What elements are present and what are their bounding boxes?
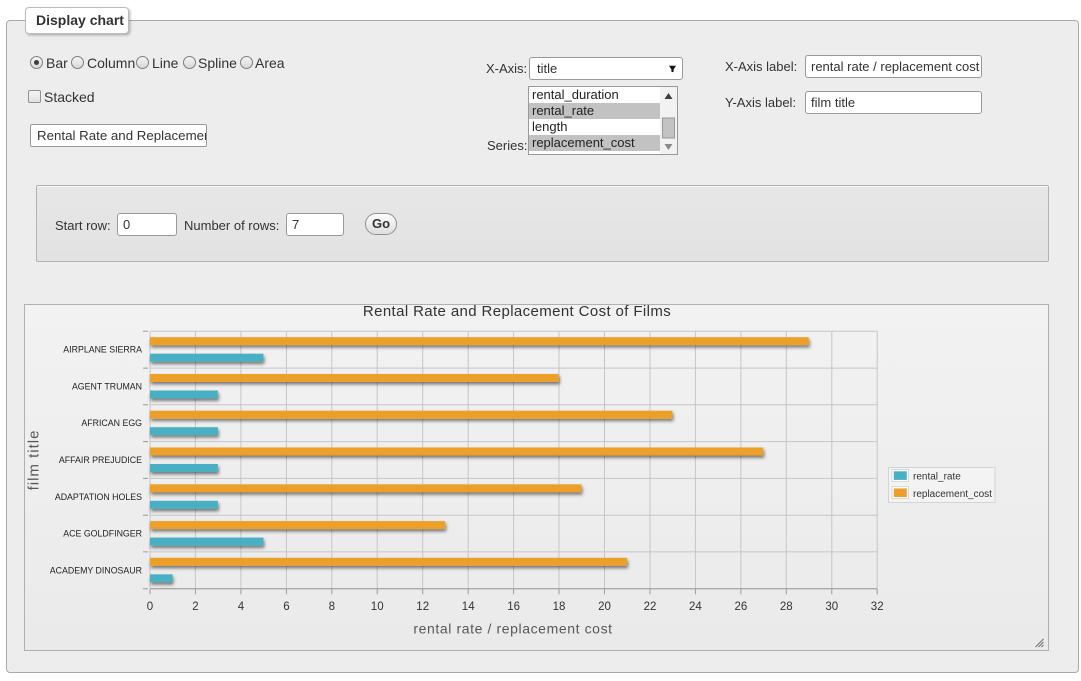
svg-text:Rental Rate and Replacement Co: Rental Rate and Replacement Cost of Film… — [363, 305, 671, 320]
svg-text:0: 0 — [147, 601, 153, 613]
svg-text:30: 30 — [825, 601, 838, 613]
svg-text:rental_rate: rental_rate — [913, 472, 961, 483]
svg-text:2: 2 — [192, 601, 198, 613]
svg-text:8: 8 — [329, 601, 335, 613]
svg-text:4: 4 — [238, 601, 245, 613]
svg-text:24: 24 — [689, 601, 702, 613]
svg-text:ACADEMY DINOSAUR: ACADEMY DINOSAUR — [50, 565, 142, 575]
svg-text:26: 26 — [735, 601, 748, 613]
svg-text:AGENT TRUMAN: AGENT TRUMAN — [72, 382, 142, 392]
svg-text:ACE GOLDFINGER: ACE GOLDFINGER — [63, 529, 142, 539]
svg-text:16: 16 — [507, 601, 520, 613]
svg-text:32: 32 — [871, 601, 884, 613]
svg-text:6: 6 — [283, 601, 289, 613]
svg-text:10: 10 — [371, 601, 384, 613]
svg-text:rental rate / replacement cost: rental rate / replacement cost — [413, 621, 612, 637]
svg-text:14: 14 — [462, 601, 475, 613]
svg-text:12: 12 — [416, 601, 429, 613]
svg-text:film title: film title — [26, 430, 43, 491]
svg-text:20: 20 — [598, 601, 611, 613]
svg-text:AFRICAN EGG: AFRICAN EGG — [81, 418, 142, 428]
svg-text:replacement_cost: replacement_cost — [913, 489, 992, 500]
svg-text:18: 18 — [553, 601, 566, 613]
svg-text:AIRPLANE SIERRA: AIRPLANE SIERRA — [63, 345, 142, 355]
svg-text:AFFAIR PREJUDICE: AFFAIR PREJUDICE — [59, 455, 142, 465]
svg-text:ADAPTATION HOLES: ADAPTATION HOLES — [55, 492, 142, 502]
svg-text:28: 28 — [780, 601, 793, 613]
svg-text:22: 22 — [644, 601, 657, 613]
